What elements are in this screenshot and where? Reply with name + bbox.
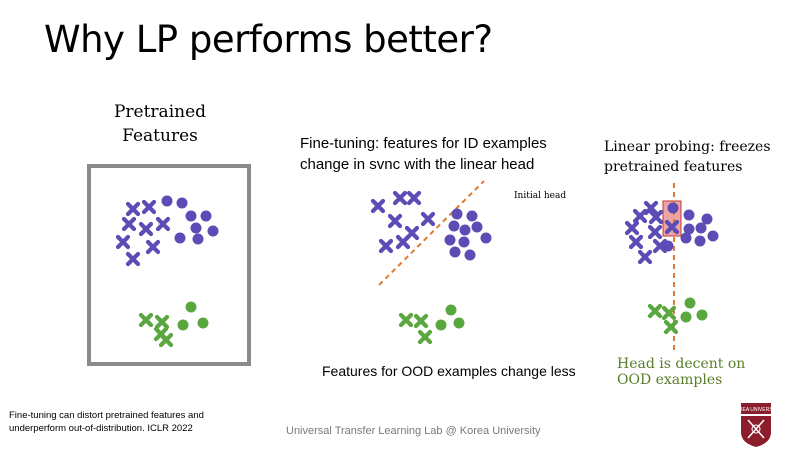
purple-cross-marker <box>370 198 386 214</box>
green-cross-marker <box>158 332 174 348</box>
purple-cross-marker <box>125 251 141 267</box>
purple-dot-marker <box>464 249 476 261</box>
purple-dot-marker <box>190 222 202 234</box>
green-cross-marker <box>154 314 170 330</box>
purple-dot-marker <box>471 221 483 233</box>
green-dot-marker <box>445 304 457 316</box>
purple-dot-marker <box>667 202 679 214</box>
purple-dot-marker <box>683 223 695 235</box>
purple-dot-marker <box>449 246 461 258</box>
citation-line2: underperform out-of-distribution. ICLR 2… <box>9 423 193 434</box>
green-dot-marker <box>185 301 197 313</box>
purple-dot-marker <box>662 240 674 252</box>
linear-probe-caption-line2: pretrained features <box>604 159 743 175</box>
green-cross-marker <box>647 303 663 319</box>
green-dot-marker <box>435 319 447 331</box>
purple-dot-marker <box>694 235 706 247</box>
citation-line1: Fine-tuning can distort pretrained featu… <box>9 410 204 421</box>
purple-cross-marker <box>125 201 141 217</box>
green-dot-marker <box>177 319 189 331</box>
pretrained-box <box>87 164 251 366</box>
purple-dot-marker <box>680 232 692 244</box>
purple-dot-marker <box>174 232 186 244</box>
purple-cross-marker <box>632 208 648 224</box>
citation: Fine-tuning can distort pretrained featu… <box>9 409 204 435</box>
purple-dot-marker <box>200 210 212 222</box>
pretrained-features-label: Pretrained Features <box>100 100 220 148</box>
purple-dot-marker <box>192 233 204 245</box>
finetune-caption: Fine-tuning: features for ID examples ch… <box>300 133 547 175</box>
pretrained-label-line1: Pretrained <box>113 102 207 122</box>
pretrained-label-line2: Features <box>122 126 198 146</box>
green-dot-marker <box>696 309 708 321</box>
green-dot-marker <box>197 317 209 329</box>
purple-dot-marker <box>466 210 478 222</box>
purple-cross-marker <box>406 190 422 206</box>
purple-cross-marker <box>628 234 644 250</box>
purple-cross-marker <box>664 219 680 235</box>
green-cross-marker <box>138 312 154 328</box>
green-dot-marker <box>684 297 696 309</box>
initial-head-label: Initial head <box>514 191 567 201</box>
purple-cross-marker <box>392 190 408 206</box>
head-decent-caption: Head is decent on OOD examples <box>617 356 745 388</box>
purple-cross-marker <box>155 216 171 232</box>
ood-caption: Features for OOD examples change less <box>322 363 576 379</box>
purple-dot-marker <box>683 209 695 221</box>
green-cross-marker <box>413 313 429 329</box>
purple-cross-marker <box>648 209 664 225</box>
purple-cross-marker <box>643 200 659 216</box>
green-cross-marker <box>417 329 433 345</box>
purple-dot-marker <box>207 225 219 237</box>
purple-dot-marker <box>451 208 463 220</box>
purple-cross-marker <box>652 238 668 254</box>
purple-dot-marker <box>480 232 492 244</box>
footer-text: Universal Transfer Learning Lab @ Korea … <box>286 425 541 437</box>
head-decent-line2: OOD examples <box>617 372 723 388</box>
purple-cross-marker <box>138 221 154 237</box>
purple-dot-marker <box>695 222 707 234</box>
finetune-caption-line1: Fine-tuning: features for ID examples <box>300 135 547 152</box>
purple-cross-marker <box>141 199 157 215</box>
head-decent-line1: Head is decent on <box>617 356 746 372</box>
purple-cross-marker <box>145 239 161 255</box>
purple-dot-marker <box>701 213 713 225</box>
purple-cross-marker <box>378 238 394 254</box>
purple-cross-marker <box>420 211 436 227</box>
purple-cross-marker <box>647 224 663 240</box>
purple-dot-marker <box>459 224 471 236</box>
green-cross-marker <box>661 305 677 321</box>
korea-university-crest-icon: KOREA UNIVERSITY <box>732 403 781 447</box>
purple-dot-marker <box>707 230 719 242</box>
linear-probe-caption-line1: Linear probing: freezes <box>604 139 771 155</box>
purple-dot-marker <box>161 195 173 207</box>
purple-dot-marker <box>185 210 197 222</box>
green-dot-marker <box>453 317 465 329</box>
purple-cross-marker <box>121 216 137 232</box>
initial-head-line <box>378 180 485 286</box>
linear-probe-caption: Linear probing: freezes pretrained featu… <box>604 137 771 177</box>
purple-cross-marker <box>115 234 131 250</box>
logo-text: KOREA UNIVERSITY <box>732 407 781 413</box>
purple-dot-marker <box>448 220 460 232</box>
purple-cross-marker <box>624 220 640 236</box>
purple-dot-marker <box>458 236 470 248</box>
green-cross-marker <box>398 312 414 328</box>
purple-dot-marker <box>444 234 456 246</box>
green-cross-marker <box>663 319 679 335</box>
finetune-caption-line2: change in svnc with the linear head <box>300 156 535 173</box>
purple-cross-marker <box>637 249 653 265</box>
purple-cross-marker <box>387 213 403 229</box>
slide-title: Why LP performs better? <box>44 18 493 61</box>
purple-cross-marker <box>395 234 411 250</box>
green-dot-marker <box>680 311 692 323</box>
purple-dot-marker <box>176 197 188 209</box>
